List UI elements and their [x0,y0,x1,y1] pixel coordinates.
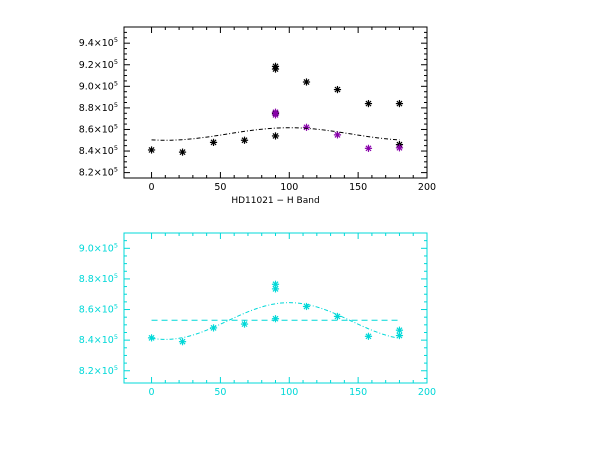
data-point [240,136,249,144]
data-point [364,332,373,340]
y-tick-label: 8.6×105 [79,122,118,135]
y-tick-label: 9.0×105 [79,79,118,92]
x-tick-label: 50 [214,387,226,398]
y-tick-label: 8.2×105 [79,166,118,179]
data-point [147,146,156,154]
data-point [302,78,311,86]
top-panel: 0 50 100 150 200 8.2×105 8.4×105 8.6×105 8.8×105… [79,26,436,206]
x-tick-label: 200 [418,387,436,398]
x-tick-label: 150 [349,387,367,398]
data-point [395,99,404,108]
data-point [364,99,373,108]
x-axis-title: HD11021 − H Band [231,196,319,206]
data-point [395,326,404,334]
y-tick-label: 9.4×105 [79,36,118,49]
data-point [271,62,280,70]
data-point [147,334,156,342]
y-tick-label: 8.8×105 [79,272,118,285]
data-point [240,320,249,328]
bottom-panel: 0 50 100 150 200 8.2×105 8.4×105 8.6×105 8.8×105… [79,232,436,398]
data-point [333,131,342,139]
data-point [364,144,373,152]
data-point [271,315,280,323]
y-tick-label: 8.4×105 [79,144,118,157]
x-tick-label: 0 [149,182,155,193]
data-point [395,144,404,152]
data-point [178,148,187,156]
y-tick-label: 8.2×105 [79,364,118,377]
y-tick-label: 9.0×105 [79,241,118,254]
data-point [302,123,311,131]
x-tick-label: 100 [280,387,298,398]
y-tick-label: 8.8×105 [79,101,118,114]
y-tick-label: 8.6×105 [79,303,118,316]
x-tick-label: 150 [349,182,367,193]
fit-curve [151,302,400,340]
x-tick-label: 100 [280,182,298,193]
x-tick-label: 0 [149,387,155,398]
data-point [271,280,280,288]
x-tick-label: 200 [418,182,436,193]
y-tick-label: 9.2×105 [79,58,118,71]
data-point [209,324,218,332]
data-point [209,138,218,147]
y-tick-label: 8.4×105 [79,333,118,346]
fit-curve [151,127,400,141]
data-point [333,312,342,321]
data-point [178,338,187,346]
data-point [333,85,342,94]
data-point [271,108,280,116]
data-point [271,132,280,140]
x-tick-label: 50 [214,182,226,193]
